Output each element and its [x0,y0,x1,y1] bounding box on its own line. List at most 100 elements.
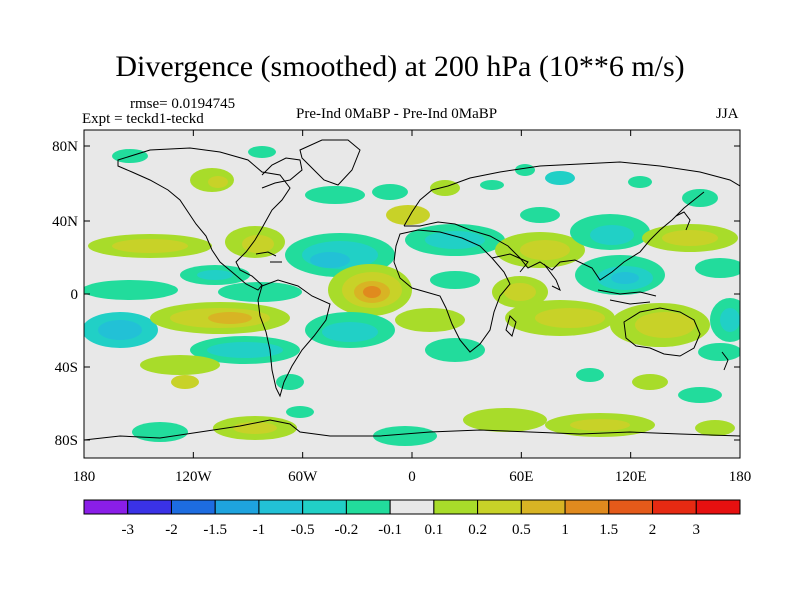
field-contour [590,225,634,245]
field-contour [678,387,722,403]
field-contour [695,258,740,278]
field-contour [632,374,668,390]
field-contour [682,189,718,207]
lat-tick-label: 80N [52,139,78,155]
colorbar-swatch [564,499,610,515]
colorbar-swatch [258,499,304,515]
field-contour [535,308,605,328]
colorbar-swatch [608,499,654,515]
field-contour [695,420,735,436]
colorbar-label: 2 [649,522,657,538]
field-contour [112,239,188,253]
field-contour [171,375,199,389]
plot-title: Divergence (smoothed) at 200 hPa (10**6 … [115,50,685,83]
australia-coast [623,307,701,357]
colorbar-label: -2 [165,522,178,538]
field-contour [425,231,485,249]
field-contour [515,164,535,176]
japan-coast [675,211,691,231]
field-contour [628,176,652,188]
divergence-field [84,146,740,446]
colorbar-label: 1.5 [599,522,618,538]
field-contour [84,280,178,300]
field-contour [208,176,228,188]
coastlines [84,139,740,441]
field-contour [576,368,604,382]
field-contour [363,286,381,298]
colorbar-label: 0.2 [468,522,487,538]
colorbar-label: -0.2 [335,522,359,538]
field-contour [720,308,740,332]
field-contour [570,419,630,431]
field-contour [463,408,547,432]
field-contour [286,406,314,418]
madagascar-coast [505,315,517,337]
field-contour [480,180,504,190]
field-contour [425,338,485,362]
colorbar-label: 0.5 [512,522,531,538]
eurasia-north-coast [403,161,740,227]
field-contour [373,426,437,446]
indonesia-coast [597,289,657,305]
colorbar-swatch [302,499,347,515]
colorbar-swatch [433,499,479,515]
colorbar-swatch [695,499,741,515]
hudson-bay-coast [261,157,303,189]
field-contour [635,312,695,338]
comparison-label: Pre-Ind 0MaBP - Pre-Ind 0MaBP [296,106,498,122]
axis-ticks: 80N 40N 0 40S 80S 180 120W 60W 0 60E 120E 180 [52,130,751,485]
lon-tick-label: 180 [73,469,96,485]
lon-tick-label: 60W [288,469,318,485]
field-contour [611,272,639,284]
field-contour [395,308,465,332]
expt-label: Expt = teckd1-teckd [82,111,204,127]
field-contour [386,205,430,225]
field-contour [98,320,142,340]
season-label: JJA [716,106,739,122]
lon-tick-label: 120W [175,469,213,485]
colorbar-swatch [520,499,566,515]
field-contour [207,342,283,358]
rmse-label: rmse= 0.0194745 [130,96,236,112]
greenland-coast [299,139,361,186]
colorbar-swatch [652,499,697,515]
field-contour [248,146,276,158]
field-contour [242,235,274,253]
field-contour [132,422,188,442]
colorbar-label: -0.1 [378,522,402,538]
antarctica-coast [84,419,740,441]
eurasia-south-coast [404,191,705,281]
lat-tick-label: 40S [55,360,78,376]
field-contour [208,312,252,324]
lon-tick-label: 0 [408,469,416,485]
colorbar-label: -3 [121,522,134,538]
field-contour [430,180,460,196]
colorbar-label: 1 [561,522,569,538]
field-contour [430,271,480,289]
field-contour [662,230,718,246]
colorbar-swatch [389,499,435,515]
field-contour [140,355,220,375]
colorbar-swatch [127,499,172,515]
field-contour [322,322,378,342]
colorbar-swatch [477,499,522,515]
colorbar: -3 -2 -1.5 -1 -0.5 -0.2 -0.1 0.1 0.2 0.5 1 1.5 2 3 [83,499,741,538]
lon-tick-label: 60E [509,469,533,485]
colorbar-swatch [214,499,260,515]
field-contour [233,422,277,434]
north-america-coast [117,147,291,291]
field-contour [504,283,536,301]
africa-coast [393,229,511,353]
colorbar-label: -1 [253,522,266,538]
field-contour [310,252,350,268]
field-contour [276,374,304,390]
lon-tick-label: 180 [729,469,752,485]
field-contour [520,207,560,223]
colorbar-label: 3 [693,522,701,538]
field-contour [520,240,570,260]
colorbar-label: 0.1 [424,522,443,538]
caribbean-coast [255,251,282,263]
arabia-india-coast [491,253,561,292]
colorbar-swatch [345,499,391,515]
